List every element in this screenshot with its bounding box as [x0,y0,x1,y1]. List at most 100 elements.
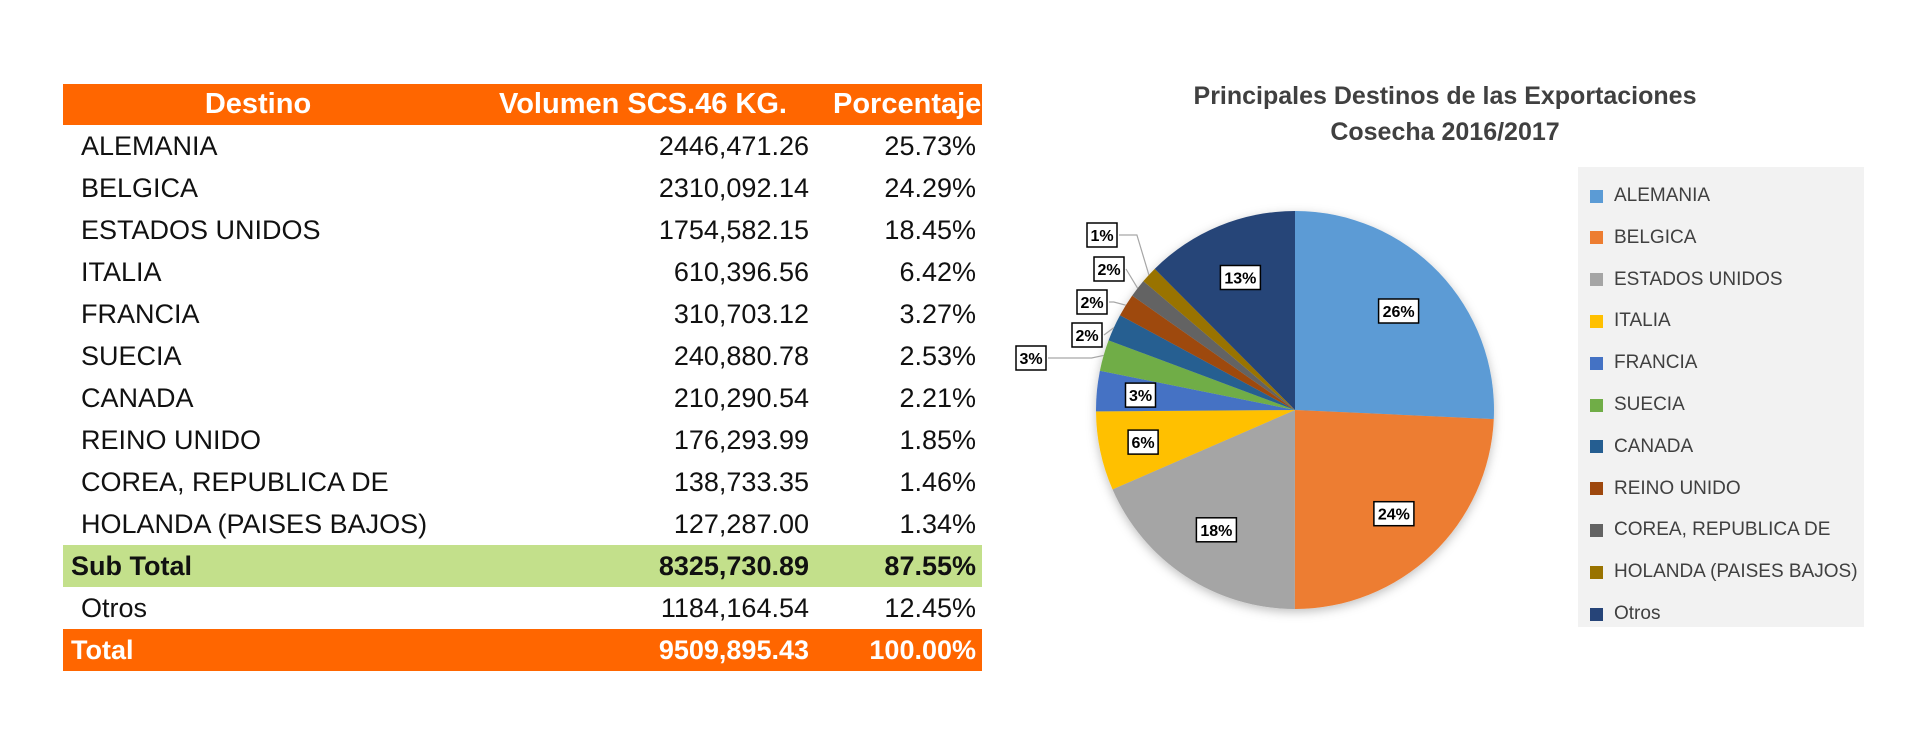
header-volumen: Volumen SCS.46 KG. [453,84,833,125]
chart-title-line-2: Cosecha 2016/2017 [1330,118,1560,146]
pie-slice-suecia [1099,340,1295,410]
data-label-box [1086,222,1118,248]
data-label-reino-unido: 2% [1080,295,1103,312]
pie-slices [1095,211,1494,610]
destino-cell: BELGICA [81,172,199,203]
data-label-box [1071,322,1103,348]
data-label-box [1076,289,1108,315]
volume-cell: 1754,582.15 [658,214,809,245]
percentage-cell: 2.53% [899,340,976,371]
data-label-canada: 2% [1075,328,1098,345]
table-row: CANADA 210,290.54 2.21% [63,377,982,419]
legend-item: CANADA [1590,432,1693,462]
percentage-cell: 6.42% [899,256,976,287]
volume-cell: 176,293.99 [673,424,809,455]
legend-swatch [1590,607,1603,621]
legend-swatch [1590,356,1603,370]
destino-cell: Otros [81,592,148,623]
data-label-box [1124,382,1157,408]
header-porcentaje: Porcentaje [833,84,982,125]
legend-swatch [1590,189,1603,203]
legend-label: SUECIA [1614,394,1685,415]
destino-cell: FRANCIA [81,298,200,329]
chart-title: Principales Destinos de las Exportacione… [1100,78,1790,150]
table-row: COREA, REPUBLICA DE 138,733.35 1.46% [63,461,982,503]
data-label-francia: 3% [1129,388,1152,405]
pie-slice-estados-unidos [1112,410,1295,609]
pie-data-labels: 26% 24% 18% 6% 3% 3% 2% 2% 2% 1% 13% [1015,222,1420,543]
leader-line [1125,268,1139,289]
legend-label: CANADA [1614,435,1694,457]
table-row: SUECIA 240,880.78 2.53% [63,335,982,377]
percentage-cell: 18.45% [884,214,976,245]
table-row: HOLANDA (PAISES BAJOS) 127,287.00 1.34% [63,503,982,545]
legend-swatch [1590,482,1603,496]
legend-swatch [1590,273,1603,287]
table-row: ITALIA 610,396.56 6.42% [63,251,982,293]
pie-slice-holanda-paises-bajos [1143,268,1295,410]
volume-cell: 210,290.54 [673,382,809,413]
data-label-box [1373,500,1415,527]
legend-swatch [1590,440,1603,454]
volume-cell: 2446,471.26 [658,130,809,161]
legend-label: COREA, REPUBLICA DE [1614,519,1831,541]
data-label-belgica: 24% [1378,507,1410,524]
percentage-cell: 87.55% [833,545,982,587]
legend-swatch [1590,523,1603,537]
legend-label: ALEMANIA [1614,185,1711,206]
legend-label: BELGICA [1614,226,1697,248]
volume-cell: 9509,895.43 [453,629,833,671]
legend-swatch [1590,398,1603,412]
leader-line [1109,301,1126,306]
legend-swatch [1590,565,1603,579]
percentage-cell: 2.21% [899,382,976,413]
percentage-cell: 1.85% [899,424,976,455]
table-body: ALEMANIA 2446,471.26 25.73% BELGICA 2310,092… [63,125,982,671]
legend-label: HOLANDA (PAISES BAJOS) [1614,561,1858,583]
destino-cell: Sub Total [63,545,453,587]
data-label-box [1015,345,1047,371]
percentage-cell: 1.34% [899,508,976,539]
destino-cell: SUECIA [81,340,182,371]
legend-item: ITALIA [1590,306,1671,336]
destino-cell: ESTADOS UNIDOS [81,214,321,245]
chart-legend: ALEMANIA BELGICA ESTADOS UNIDOS ITALIA FRANC… [1578,167,1864,627]
pie-slice-otros [1154,211,1295,410]
legend-item: ALEMANIA [1590,181,1710,211]
data-label-corea-republica-de: 2% [1097,262,1120,279]
destino-cell: Total [63,629,453,671]
legend-swatch [1590,314,1603,328]
volume-cell: 240,880.78 [673,340,809,371]
destino-cell: ALEMANIA [81,130,218,161]
legend-label: REINO UNIDO [1614,477,1741,499]
legend-label: ESTADOS UNIDOS [1614,268,1783,290]
destino-cell: REINO UNIDO [81,424,262,455]
table-row: FRANCIA 310,703.12 3.27% [63,293,982,335]
export-destinations-table: Destino Volumen SCS.46 KG. Porcentaje AL… [63,84,982,671]
table-row: ESTADOS UNIDOS 1754,582.15 18.45% [63,209,982,251]
legend-label: FRANCIA [1614,352,1698,374]
percentage-cell: 24.29% [884,172,976,203]
data-label-suecia: 3% [1019,351,1042,368]
legend-item: ESTADOS UNIDOS [1590,265,1783,295]
percentage-cell: 100.00% [833,629,982,671]
legend-label: ITALIA [1614,310,1671,332]
volume-cell: 310,703.12 [673,298,809,329]
legend-item: FRANCIA [1590,348,1697,378]
volume-cell: 1184,164.54 [660,592,809,623]
volume-cell: 610,396.56 [673,256,809,287]
data-label-holanda-paises-bajos: 1% [1090,228,1113,245]
data-label-otros: 13% [1224,271,1256,288]
data-label-italia: 6% [1132,435,1155,452]
legend-item: REINO UNIDO [1590,474,1741,504]
data-label-box [1219,264,1262,291]
data-label-box [1127,429,1159,455]
percentage-cell: 25.73% [884,130,976,161]
chart-title-line-1: Principales Destinos de las Exportacione… [1193,82,1697,110]
pie-slice-reino-unido [1120,295,1295,410]
legend-item: SUECIA [1590,390,1685,420]
legend-item: BELGICA [1590,223,1696,253]
volume-cell: 138,733.35 [673,466,809,497]
volume-cell: 2310,092.14 [658,172,809,203]
